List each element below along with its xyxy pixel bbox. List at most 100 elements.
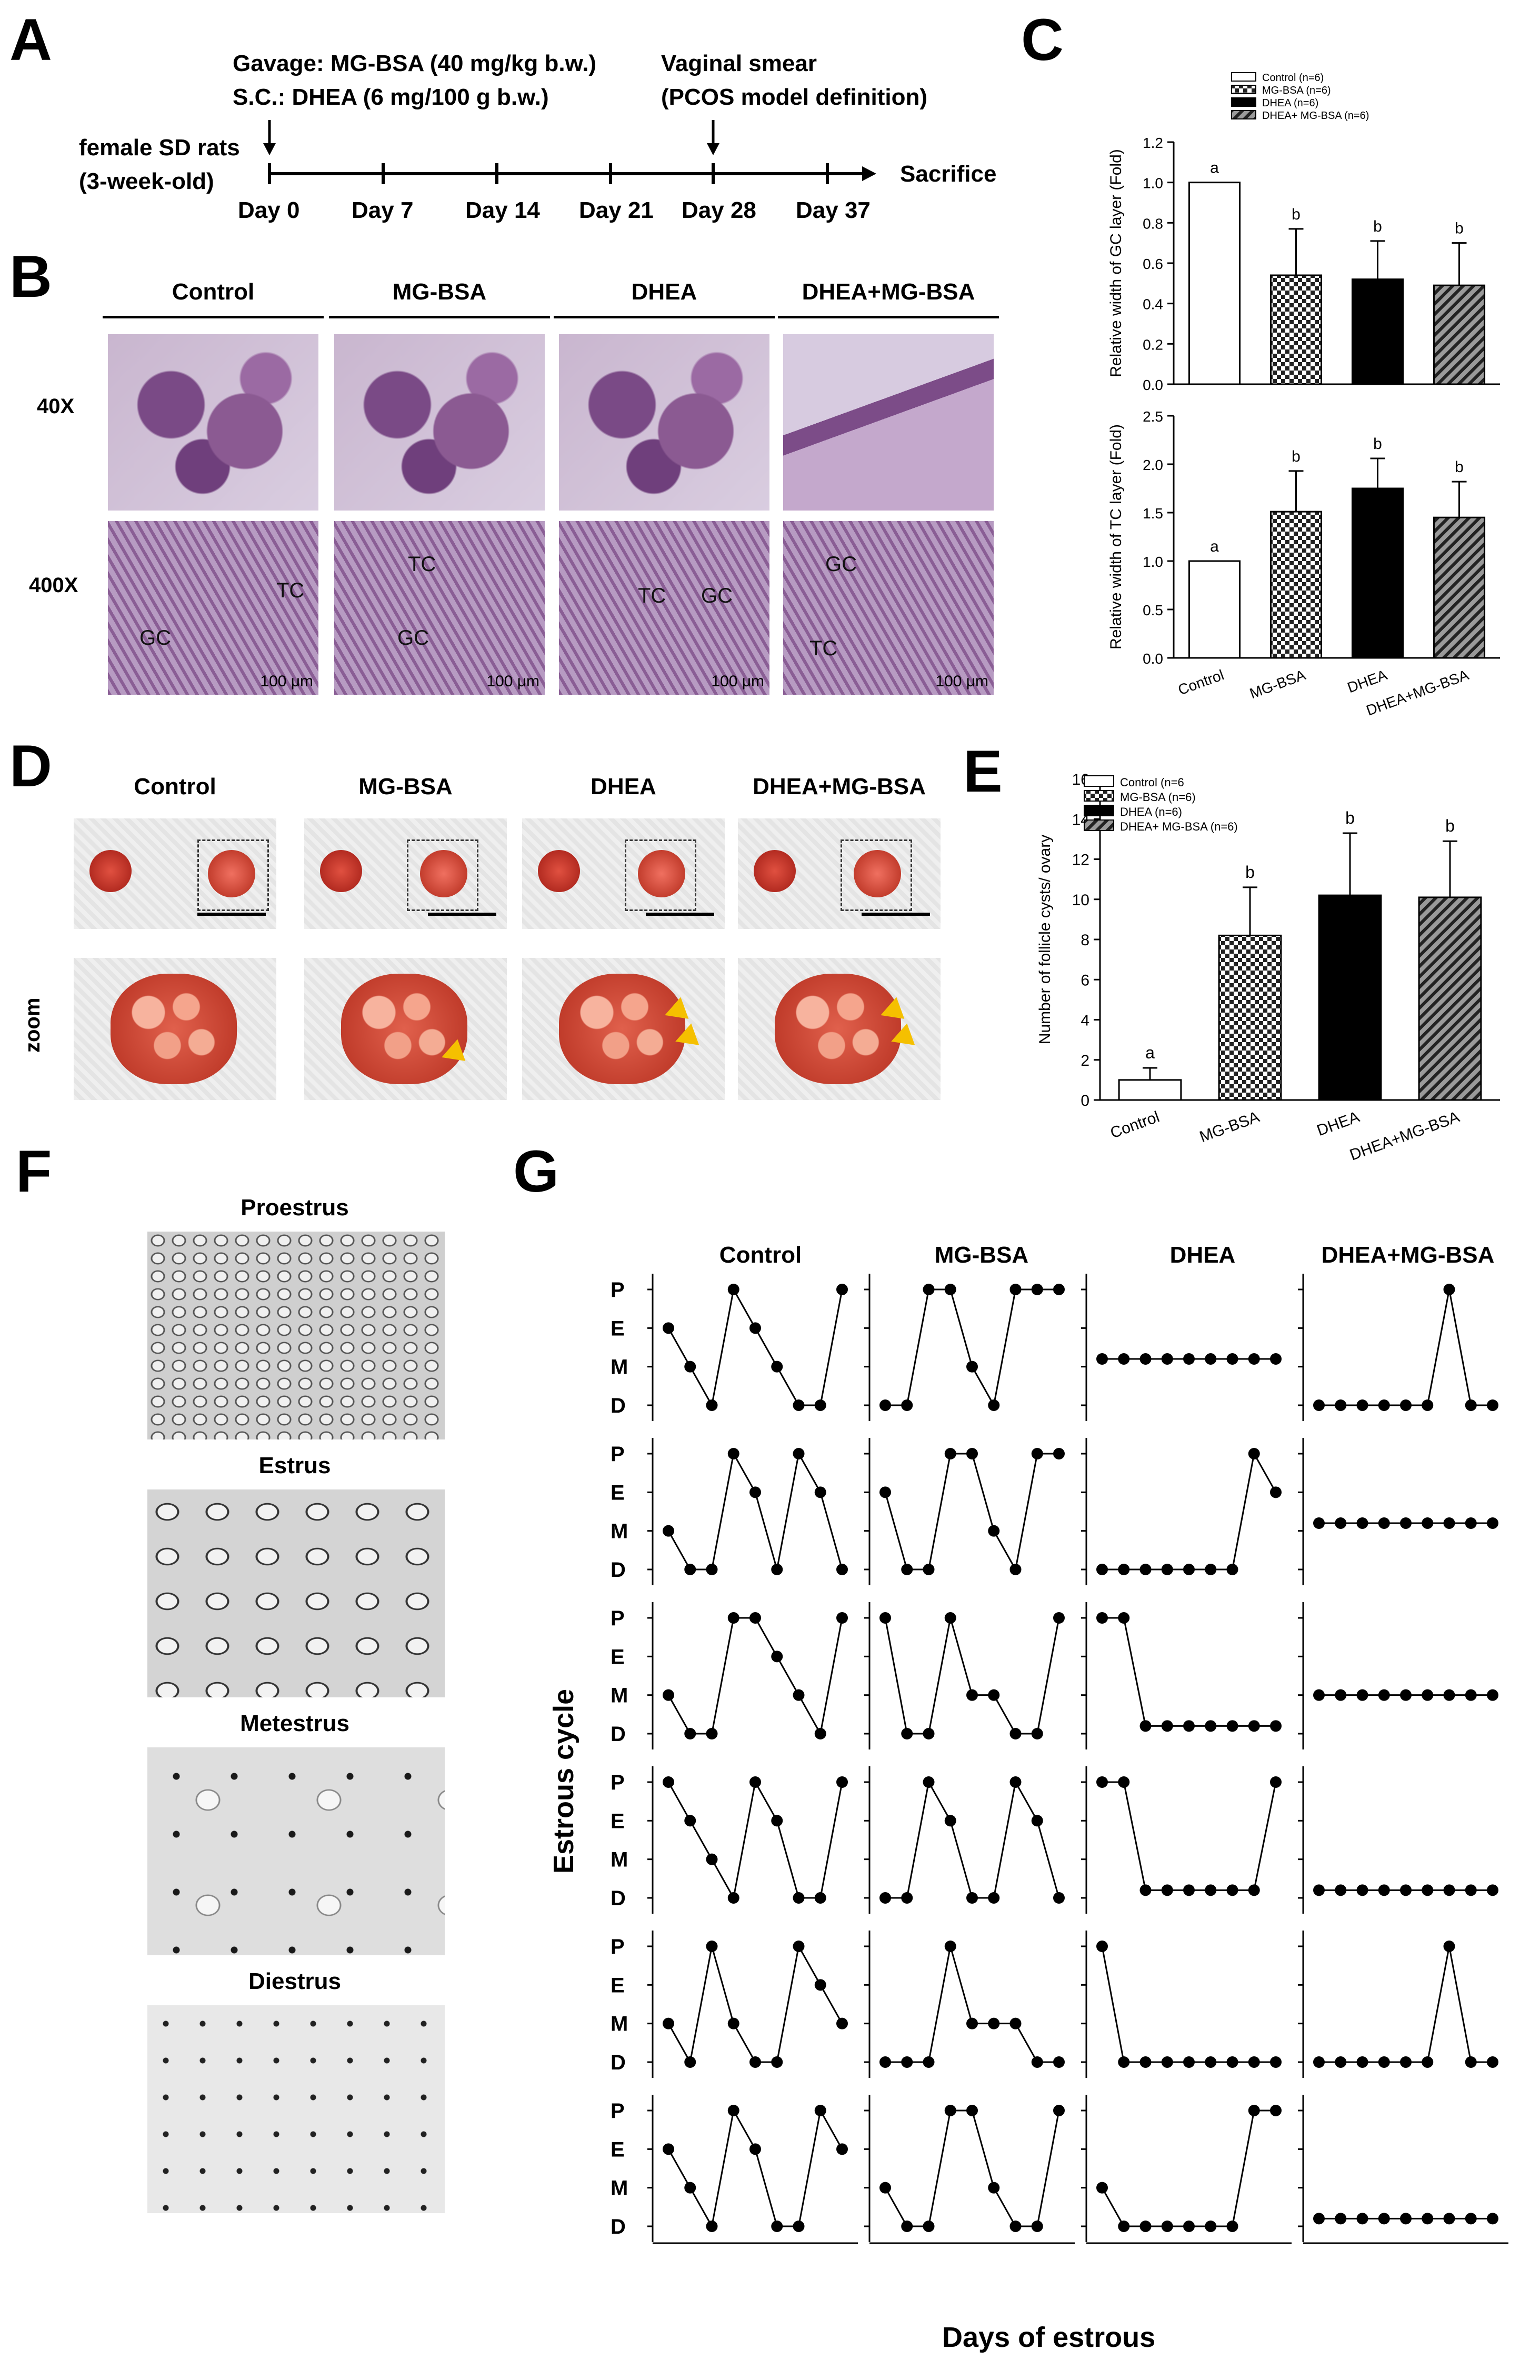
estrous-stage-label: E — [611, 1809, 625, 1833]
y-tick-label: 12 — [1072, 852, 1089, 869]
estrous-cycle-point — [814, 2105, 826, 2116]
x-tick-label: DHEA — [1315, 1108, 1362, 1140]
estrous-x-tick-labels: 0 1 2 3 4 5 6 7 8 9 10 — [642, 2257, 858, 2258]
estrous-stage-label: P — [611, 1278, 625, 1302]
estrous-cycle-point — [1031, 1815, 1043, 1827]
panel-label-b: B — [9, 244, 52, 309]
estrous-cycle-point — [1096, 2182, 1108, 2194]
y-tick-label: 8 — [1081, 932, 1089, 949]
estrous-stage-label: E — [611, 1481, 625, 1504]
histology-group-header: MG-BSA — [392, 279, 487, 305]
bar — [1351, 487, 1404, 659]
histology-400x-image: GC TC 100 μm — [559, 521, 769, 695]
estrous-cycle-point — [923, 1728, 935, 1739]
estrous-cycle-point — [1183, 1884, 1195, 1896]
estrous-cycle-point — [1053, 1448, 1065, 1459]
estrous-cycle-point — [1335, 2056, 1347, 2068]
gc-width-chart: 0.0 0.2 0.4 0.6 0.8 1.0 1.2 a b b b Relative width … — [1107, 72, 1500, 393]
bar — [1188, 560, 1241, 659]
estrous-cycle-point — [684, 1361, 696, 1373]
estrous-cycle-point — [923, 1776, 935, 1788]
timeline-gavage-text: Gavage: MG-BSA (40 mg/kg b.w.) — [233, 51, 597, 76]
estrous-cycle-point — [706, 1941, 718, 1952]
estrous-cycle-point — [966, 1689, 978, 1701]
estrous-cycle-point — [966, 2017, 978, 2029]
estrous-cycle-point — [1465, 2056, 1477, 2068]
estrous-cycle-line — [884, 1453, 1059, 1572]
y-axis-label: Relative width of GC layer (Fold) — [1107, 149, 1125, 377]
ovary-zoomed — [559, 974, 685, 1084]
x-tick-label: Control — [1176, 667, 1226, 698]
x-tick-label: DHEA — [1345, 666, 1389, 696]
estrous-cycle-point — [901, 2221, 913, 2232]
estrous-cycle-point — [901, 1892, 913, 1904]
bar — [1418, 896, 1482, 1101]
estrous-cycle-point — [684, 2182, 696, 2194]
estrous-stage-label: E — [611, 1645, 625, 1668]
estrous-stage-label: M — [611, 2177, 628, 2200]
estrous-cycle-point — [1400, 1399, 1412, 1411]
estrous-cycle-point — [1226, 1884, 1238, 1896]
ovary-pair-photo — [738, 818, 941, 929]
legend-entry: Control (n=6 — [1120, 776, 1184, 789]
estrous-cycle-point — [706, 2221, 718, 2232]
bar — [1269, 511, 1323, 659]
estrous-cycle-point — [793, 1941, 805, 1952]
smear-stage-title: Proestrus — [241, 1195, 349, 1221]
legend-entry: Control (n=6) — [1262, 72, 1324, 84]
bar — [1318, 894, 1382, 1101]
histology-header-rule — [329, 316, 550, 318]
estrous-cycle-point — [1139, 1564, 1152, 1575]
estrous-cycle-point — [1096, 1612, 1108, 1624]
estrous-cycle-point — [1400, 1517, 1412, 1529]
significance-letter: b — [1245, 863, 1255, 882]
estrous-cycle-point — [793, 1448, 805, 1459]
estrous-cycle-point — [1096, 1353, 1108, 1365]
y-tick-label: 0.0 — [1143, 377, 1163, 393]
estrous-cycle-point — [923, 1564, 935, 1575]
scale-bar-label: 100 μm — [711, 673, 764, 690]
estrous-cycle-point — [1378, 2056, 1390, 2068]
estrous-cycle-point — [1422, 1884, 1434, 1896]
estrous-cycle-point — [836, 2017, 848, 2029]
estrous-cycle-point — [1183, 1720, 1195, 1732]
estrous-cycle-point — [1422, 2213, 1434, 2225]
estrous-cycle-point — [771, 1564, 783, 1575]
estrous-cycle-point — [663, 1322, 674, 1334]
estrous-cycle-point — [1356, 1399, 1368, 1411]
estrous-cycle-point — [663, 2143, 674, 2155]
y-tick-label: 0.0 — [1143, 651, 1163, 667]
estrous-cycle-line — [885, 1779, 1060, 1899]
estrous-cycle-point — [1335, 1517, 1347, 1529]
scale-bar-label: 100 μm — [260, 673, 313, 690]
estrous-group-header: DHEA — [1169, 1242, 1236, 1268]
estrous-cycle-point — [1096, 1941, 1108, 1952]
tc-annotation: TC — [276, 579, 305, 602]
y-tick-label: 0 — [1081, 1092, 1089, 1109]
legend-entry: MG-BSA (n=6) — [1262, 85, 1331, 96]
legend-entry: MG-BSA (n=6) — [1120, 791, 1196, 804]
estrous-days-axis-label: Days of estrous — [942, 2322, 1156, 2353]
significance-letter: b — [1455, 220, 1464, 237]
histology-row-label-40x: 40X — [37, 395, 75, 418]
histology-40x-image — [108, 334, 318, 511]
estrous-cycle-point — [1161, 1884, 1173, 1896]
x-tick-label: Control — [1108, 1108, 1162, 1142]
histology-header-rule — [103, 316, 324, 318]
estrous-cycle-point — [1487, 2056, 1498, 2068]
estrous-cycle-point — [923, 2221, 935, 2232]
estrous-cycle-point — [1313, 2056, 1325, 2068]
ovary-left — [320, 850, 362, 892]
ovary-zoomed — [111, 974, 237, 1084]
estrous-cycle-point — [1205, 1720, 1217, 1732]
zoom-dashed-box — [407, 839, 478, 911]
estrous-cycle-point — [1031, 2221, 1043, 2232]
estrous-cycle-point — [1487, 1689, 1498, 1701]
estrous-cycle-point — [814, 1728, 826, 1739]
y-tick-label: 1.2 — [1143, 135, 1163, 151]
estrous-cycle-point — [1009, 1564, 1022, 1575]
timeline-day-label: Day 37 — [796, 197, 871, 223]
estrous-cycle-point — [1226, 2056, 1238, 2068]
estrous-cycle-line — [1102, 1451, 1277, 1571]
estrous-cycle-point — [1487, 1884, 1498, 1896]
